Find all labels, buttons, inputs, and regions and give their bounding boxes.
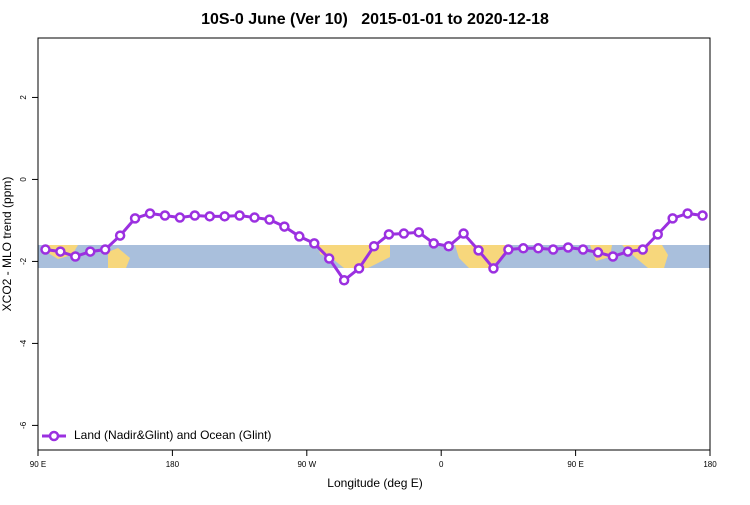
y-tick-label: 2 [19,95,28,100]
x-tick-label: 90 E [567,460,583,469]
chart-title: 10S-0 June (Ver 10) 2015-01-01 to 2020-1… [201,11,549,28]
x-axis-label: Longitude (deg E) [327,476,422,490]
data-point [562,242,574,253]
data-point [458,228,469,239]
data-point [85,246,96,257]
data-point [353,263,365,274]
data-point [309,238,320,249]
data-point [547,244,559,255]
data-point [652,229,663,240]
data-point [159,210,171,221]
x-tick-label: 0 [439,460,444,469]
x-tick-label: 180 [703,460,717,469]
data-point [249,212,260,223]
data-point [338,275,350,286]
y-tick-label: -4 [19,339,28,347]
data-point [144,208,156,219]
data-point [114,230,126,241]
data-point [577,244,589,255]
plot-frame [37,37,711,451]
data-point [488,263,499,274]
data-point [189,210,201,221]
data-point [503,244,514,255]
data-point [622,246,634,257]
data-point [368,241,380,252]
data-point [204,211,215,222]
data-point [518,243,529,254]
legend-marker [48,430,60,442]
data-point [323,253,335,264]
data-point [413,227,425,238]
data-point [70,251,81,262]
data-point [99,244,111,255]
data-point [667,213,678,224]
data-point [533,243,544,254]
data-point [607,251,619,262]
y-tick-label: -6 [19,421,28,429]
data-point [443,241,454,252]
legend-label: Land (Nadir&Glint) and Ocean (Glint) [74,428,271,442]
x-tick-label: 180 [166,460,180,469]
data-point [428,238,439,249]
data-point [264,214,275,225]
x-tick-label: 90 W [297,460,316,469]
data-point [294,231,305,242]
data-point [129,213,141,224]
y-axis-label: XCO2 - MLO trend (ppm) [0,177,14,312]
data-point [383,229,395,240]
data-point [398,228,410,239]
data-point [697,210,708,221]
data-point [40,244,51,255]
x-tick-label: 90 E [30,460,46,469]
data-point [682,208,693,219]
data-point [637,244,649,255]
data-point [473,245,484,256]
data-point [219,211,230,222]
data-point [55,246,66,257]
data-point [592,247,604,258]
data-point [279,221,290,232]
data-point [234,210,245,221]
data-point [174,212,186,223]
y-tick-label: 0 [19,177,28,182]
y-tick-label: -2 [19,257,28,265]
